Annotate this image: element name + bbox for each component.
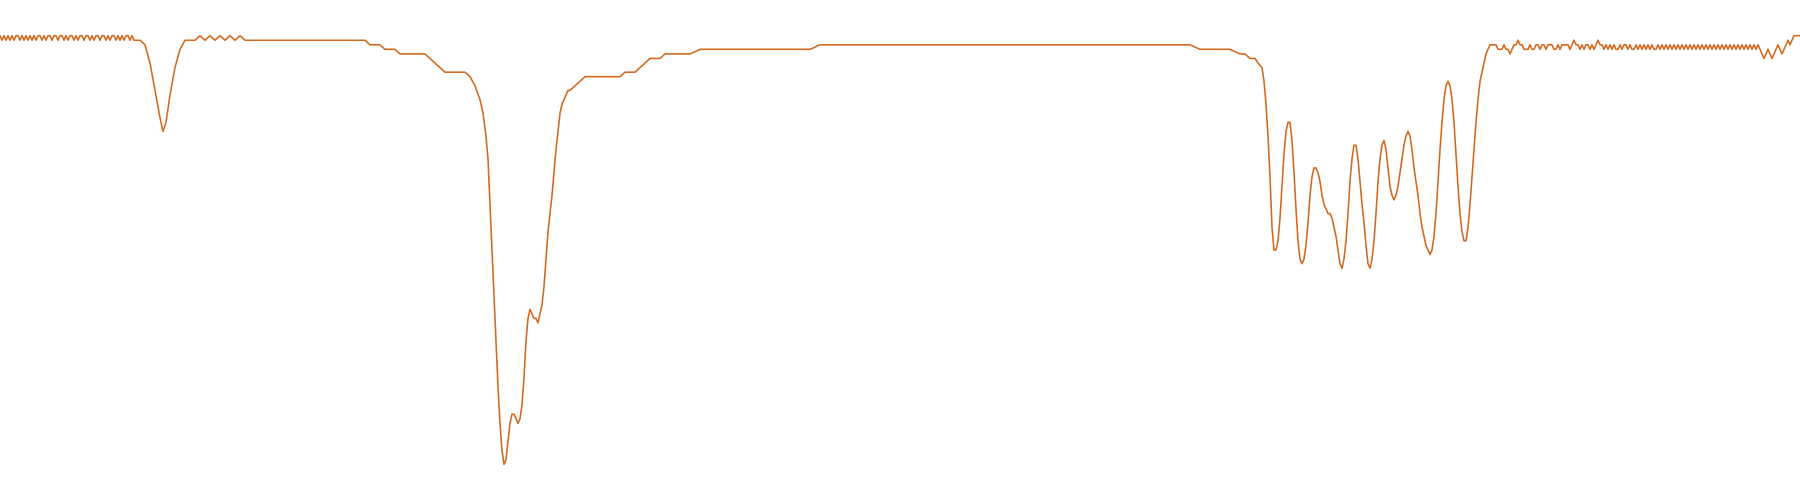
- plot-area: [0, 34, 1800, 466]
- series-line-1: [0, 34, 1800, 466]
